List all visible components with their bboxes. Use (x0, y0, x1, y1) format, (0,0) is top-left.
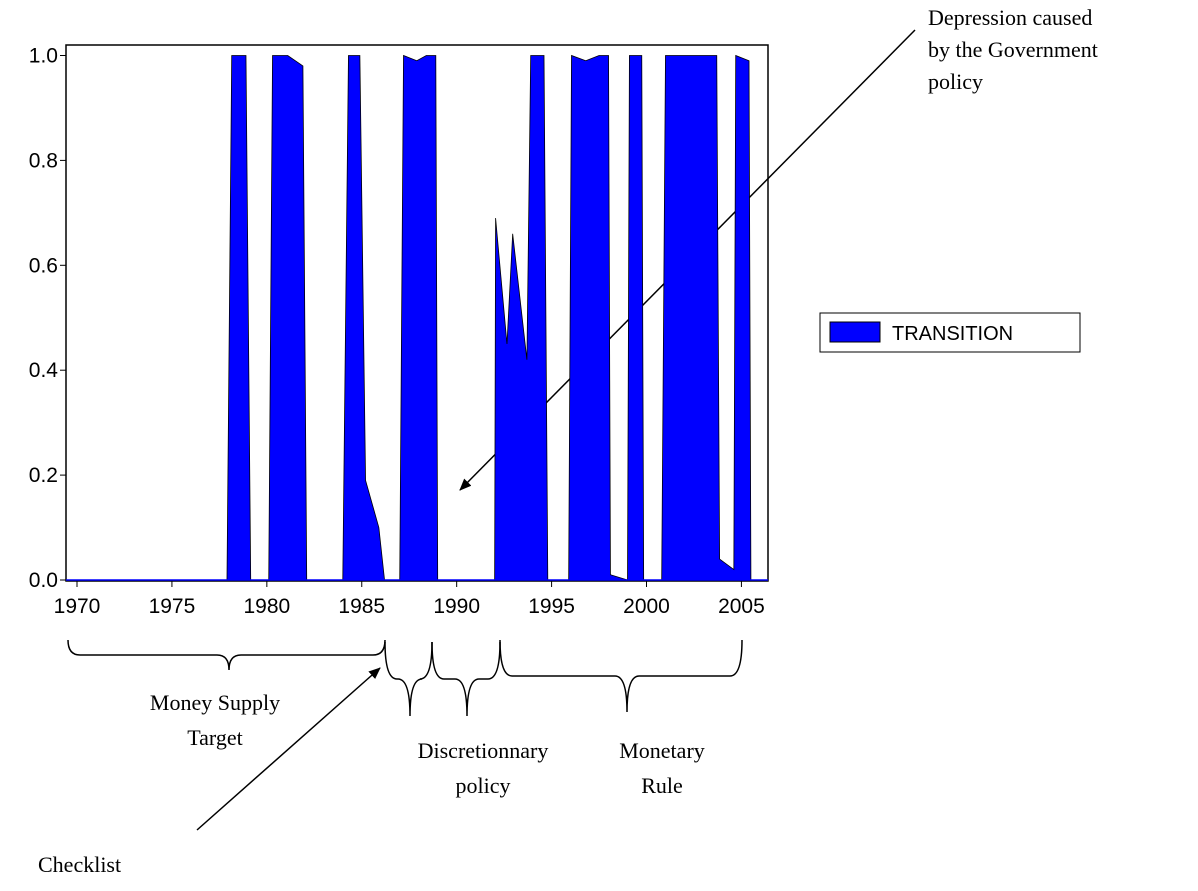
x-tick-label: 2005 (718, 595, 765, 618)
y-tick-label: 0.4 (29, 359, 59, 382)
y-tick-label: 0.2 (29, 464, 58, 487)
annotation: Monetary (619, 738, 705, 763)
legend-swatch (829, 321, 881, 343)
x-tick-label: 1980 (243, 595, 290, 618)
brace (384, 641, 433, 717)
annotation: Depression caused (928, 5, 1092, 30)
annotation: by the Government (928, 37, 1098, 62)
y-tick-label: 0.8 (29, 149, 58, 172)
annotation: Rule (641, 773, 683, 798)
annotation: Checklist (38, 852, 121, 877)
annotation: policy (928, 69, 983, 94)
brace (431, 641, 501, 717)
y-tick-label: 0.0 (29, 569, 58, 592)
brace (67, 639, 386, 671)
x-tick-label: 1990 (433, 595, 480, 618)
annotation: Money Supply (150, 690, 280, 715)
x-tick-label: 2000 (623, 595, 670, 618)
x-tick-label: 1995 (528, 595, 575, 618)
legend-label: TRANSITION (892, 323, 1013, 345)
x-tick-label: 1985 (338, 595, 385, 618)
brace (499, 639, 743, 713)
y-tick-label: 0.6 (29, 254, 58, 277)
annotation: policy (456, 773, 511, 798)
annotation: Discretionnary (418, 738, 549, 763)
x-tick-label: 1975 (149, 595, 196, 618)
x-tick-label: 1970 (54, 595, 101, 618)
y-tick-label: 1.0 (29, 44, 58, 67)
annotation: Target (187, 725, 242, 750)
arrow (196, 667, 381, 831)
